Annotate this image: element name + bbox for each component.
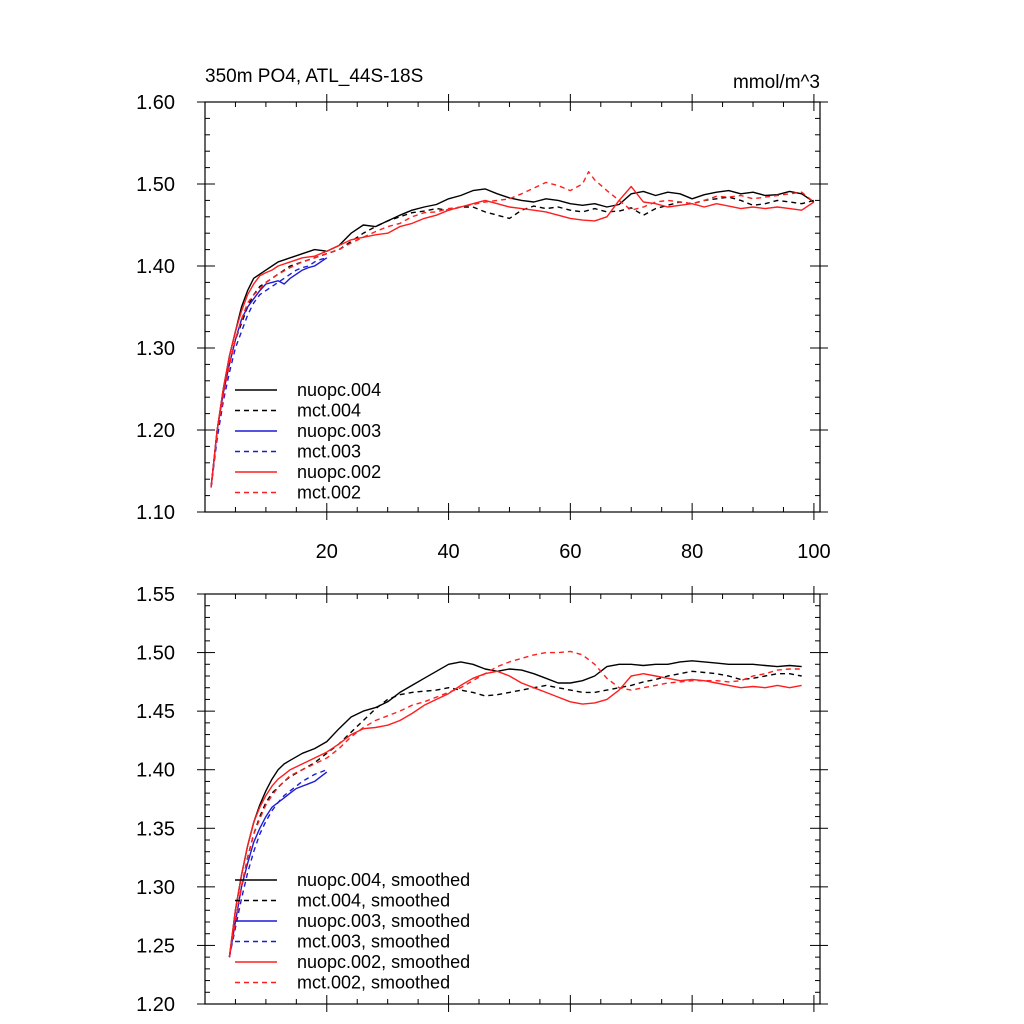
legend-label: nuopc.002, smoothed [297, 952, 470, 972]
series-line-nuopc-004-smoothed [228, 660, 802, 958]
y-tick-label: 1.60 [136, 92, 175, 114]
legend-label: mct.003, smoothed [297, 932, 450, 952]
panel-bottom-chart: 1.20 1.25 1.30 1.35 1.40 1.45 1.50 1.55 nuopc.0… [136, 584, 828, 1016]
legend-label: mct.004, smoothed [297, 891, 450, 911]
y-tick-label: 1.20 [136, 994, 175, 1016]
series-line-nuopc-004 [210, 188, 815, 488]
series-line-mct-003 [210, 257, 327, 488]
y-tick-label: 1.40 [136, 760, 175, 782]
y-tick-label: 1.40 [136, 256, 175, 278]
legend-label: nuopc.003 [297, 421, 381, 441]
y-tick-label: 1.55 [136, 584, 175, 606]
legend-top: nuopc.004mct.004nuopc.003mct.003nuopc.00… [235, 380, 381, 503]
chart-title: 350m PO4, ATL_44S-18S [205, 66, 423, 87]
series-group-top [210, 170, 815, 488]
x-tick-label: 80 [681, 541, 703, 563]
x-tick-label: 100 [797, 541, 830, 563]
x-tick-label: 60 [559, 541, 581, 563]
axes-bottom: 1.20 1.25 1.30 1.35 1.40 1.45 1.50 1.55 [136, 584, 828, 1016]
y-tick-label: 1.45 [136, 701, 175, 723]
legend-label: mct.002 [297, 483, 361, 503]
legend-label: nuopc.003, smoothed [297, 911, 470, 931]
series-line-nuopc-002 [210, 185, 815, 488]
y-tick-label: 1.50 [136, 643, 175, 665]
legend-label: nuopc.004, smoothed [297, 870, 470, 890]
legend-label: nuopc.004 [297, 380, 381, 400]
panel-top-chart: 350m PO4, ATL_44S-18S mmol/m^3 20 40 60 80 1… [136, 66, 831, 563]
x-tick-label: 40 [437, 541, 459, 563]
plot-frame-top [204, 101, 821, 513]
series-line-mct-003-smoothed [228, 769, 328, 958]
y-tick-label: 1.10 [136, 502, 175, 524]
y-tick-label: 1.25 [136, 935, 175, 957]
y-tick-label: 1.30 [136, 338, 175, 360]
legend-label: nuopc.002 [297, 462, 381, 482]
series-line-mct-002 [210, 170, 815, 488]
x-tick-label: 20 [316, 541, 338, 563]
legend-label: mct.004 [297, 401, 361, 421]
y-tick-label: 1.20 [136, 420, 175, 442]
plot-frame-bottom [204, 593, 821, 1005]
y-tick-label: 1.35 [136, 818, 175, 840]
legend-label: mct.002, smoothed [297, 973, 450, 993]
series-group-bottom [228, 650, 802, 958]
series-line-mct-002-smoothed [228, 650, 802, 958]
y-tick-label: 1.30 [136, 877, 175, 899]
axes-top: 20 40 60 80 100 1.10 1.20 1.30 1.40 1.50 1.60 [136, 92, 831, 563]
chart-units: mmol/m^3 [733, 72, 820, 93]
legend-label: mct.003 [297, 442, 361, 462]
y-tick-label: 1.50 [136, 174, 175, 196]
